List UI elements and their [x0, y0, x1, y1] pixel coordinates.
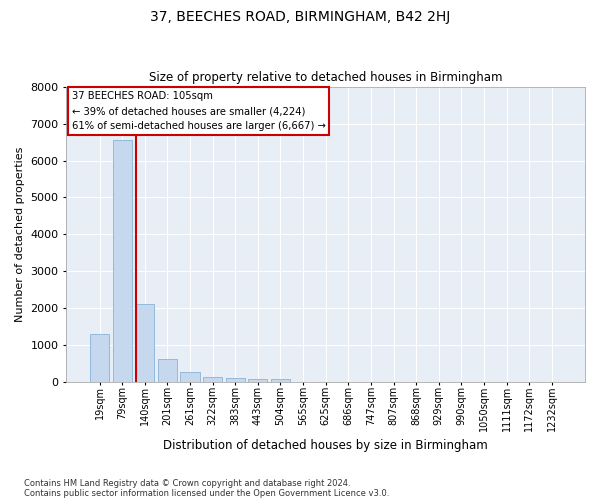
Bar [113, 140, 132, 382]
Bar [90, 334, 109, 382]
Text: 37 BEECHES ROAD: 105sqm
← 39% of detached houses are smaller (4,224)
61% of semi: 37 BEECHES ROAD: 105sqm ← 39% of detache… [71, 92, 325, 131]
Text: Contains HM Land Registry data © Crown copyright and database right 2024.: Contains HM Land Registry data © Crown c… [24, 478, 350, 488]
X-axis label: Distribution of detached houses by size in Birmingham: Distribution of detached houses by size … [163, 440, 488, 452]
Bar [271, 379, 290, 382]
Bar [135, 304, 154, 382]
Y-axis label: Number of detached properties: Number of detached properties [15, 146, 25, 322]
Bar [226, 378, 245, 382]
Bar [181, 372, 200, 382]
Bar [158, 358, 177, 382]
Bar [203, 376, 222, 382]
Title: Size of property relative to detached houses in Birmingham: Size of property relative to detached ho… [149, 72, 502, 85]
Bar [248, 379, 268, 382]
Text: Contains public sector information licensed under the Open Government Licence v3: Contains public sector information licen… [24, 488, 389, 498]
Text: 37, BEECHES ROAD, BIRMINGHAM, B42 2HJ: 37, BEECHES ROAD, BIRMINGHAM, B42 2HJ [150, 10, 450, 24]
